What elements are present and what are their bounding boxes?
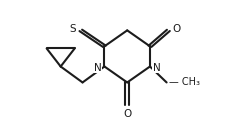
Text: N: N (93, 63, 101, 73)
Text: O: O (172, 24, 180, 34)
Text: — CH₃: — CH₃ (169, 77, 199, 87)
Text: S: S (70, 24, 76, 34)
Text: N: N (153, 63, 160, 73)
Text: O: O (123, 109, 131, 119)
